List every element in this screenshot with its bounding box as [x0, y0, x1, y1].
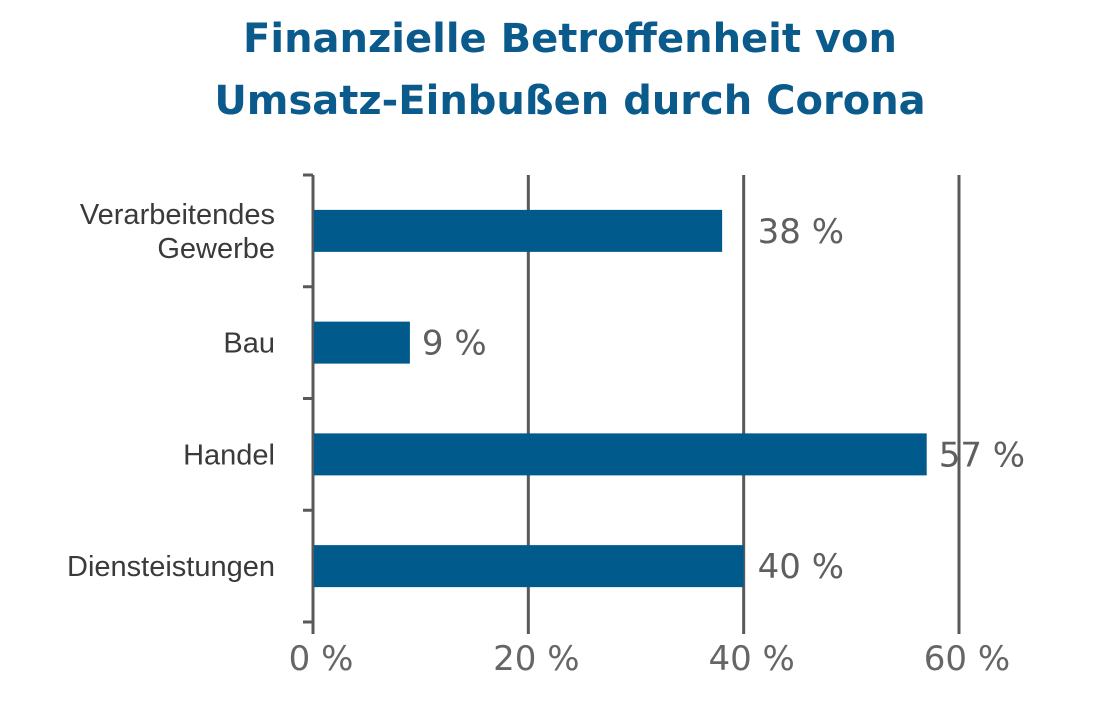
x-tick-label-40: 40 %: [708, 639, 794, 679]
category-label-0-line-1: Gewerbe: [157, 233, 275, 265]
chart-title-line-1: Finanzielle Betroffenheit von: [243, 16, 897, 62]
bar-2: [314, 433, 927, 476]
x-tick-label-60: 60 %: [924, 639, 1010, 679]
bar-3: [314, 545, 744, 588]
category-label-1: Bau: [223, 328, 275, 360]
bar-1: [314, 321, 410, 364]
x-tick-label-0: 0 %: [289, 639, 354, 679]
data-label-1: 9 %: [422, 324, 487, 364]
chart-title-line-2: Umsatz-Einbußen durch Corona: [214, 78, 926, 124]
data-label-2: 57 %: [939, 435, 1025, 475]
category-label-0-line-0: Verarbeitendes: [80, 199, 275, 231]
bar-0: [314, 209, 723, 252]
category-label-3: Diensteistungen: [67, 551, 275, 583]
data-label-3: 40 %: [758, 547, 844, 587]
category-label-2: Handel: [183, 439, 275, 471]
data-label-0: 38 %: [758, 212, 844, 252]
x-tick-label-20: 20 %: [493, 639, 579, 679]
chart-title: Finanzielle Betroffenheit von Umsatz-Ein…: [0, 8, 1106, 132]
